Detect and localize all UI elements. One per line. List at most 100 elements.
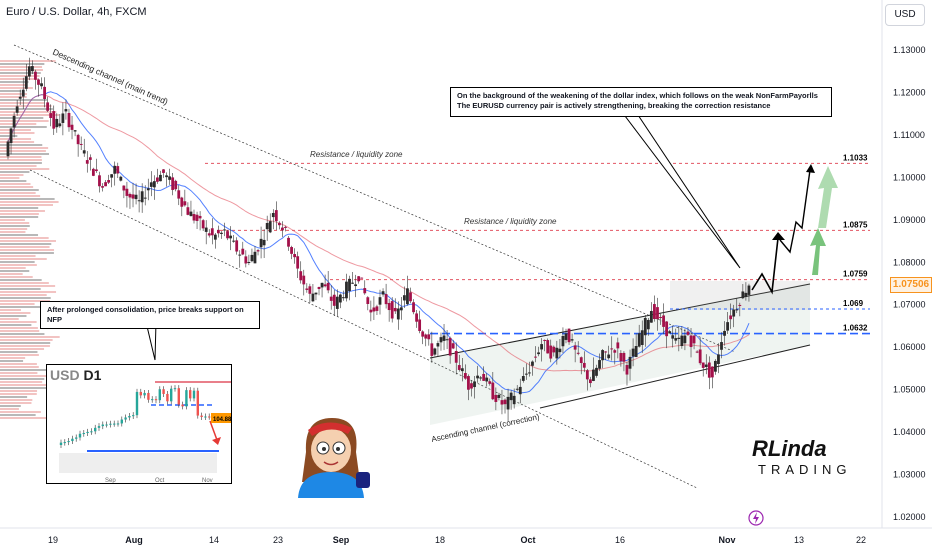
candle (186, 207, 190, 215)
candle (342, 297, 345, 299)
candle (363, 288, 367, 294)
candle (259, 238, 263, 248)
inset-candle (101, 424, 104, 427)
candle (552, 346, 556, 353)
main-callout: On the background of the weakening of th… (450, 87, 832, 117)
candle (198, 215, 202, 219)
price-tick: 1.03000 (893, 470, 926, 480)
volume-profile-bar (0, 372, 38, 374)
candle (585, 370, 589, 380)
volume-profile-bar (0, 282, 49, 284)
candle (674, 338, 678, 341)
volume-profile-bar (0, 360, 24, 362)
candle (482, 373, 486, 381)
candle (174, 180, 178, 190)
price-tick: 1.08000 (893, 257, 926, 267)
candle (61, 113, 65, 123)
candle (168, 176, 172, 180)
candle (564, 333, 568, 340)
volume-profile-bar (0, 333, 45, 335)
candle (82, 150, 86, 154)
candle (76, 134, 80, 145)
svg-text:Sep: Sep (105, 478, 116, 483)
price-levels: 1.1033 1.0875 1.0759 1.069 1.0632 (205, 153, 870, 335)
usd-d1-inset: USD D1 104.88 Sep Oct Nov (46, 364, 232, 484)
candle (415, 313, 418, 322)
volume-profile-bar (0, 321, 37, 323)
candle (37, 79, 40, 85)
volume-profile-bar (0, 387, 55, 389)
candle (34, 71, 37, 80)
currency-button[interactable]: USD (885, 4, 925, 26)
candle (24, 76, 28, 89)
candle (488, 381, 492, 384)
candle (421, 331, 425, 337)
candle (494, 394, 498, 402)
volume-profile-bar (0, 330, 40, 332)
candle (406, 288, 409, 305)
candle (500, 400, 504, 405)
candle (686, 331, 690, 335)
candle (698, 349, 702, 364)
candle (357, 276, 361, 282)
candle (643, 317, 647, 336)
volume-profile-bar (0, 327, 38, 329)
candle (70, 124, 74, 130)
candle (741, 291, 745, 299)
candle (710, 366, 714, 378)
volume-profile-bar (0, 288, 41, 290)
candle (232, 240, 236, 242)
candle (326, 282, 330, 291)
inset-candle (67, 441, 70, 443)
candle (250, 254, 254, 262)
time-axis[interactable]: 19 Aug 14 23 Sep 18 Oct 16 Nov 13 22 (48, 535, 866, 545)
inset-symbol: USD (50, 367, 80, 383)
volume-profile-bar (0, 180, 27, 182)
moving-averages (7, 91, 750, 394)
candle (717, 354, 720, 365)
inset-candle (135, 391, 139, 416)
candle (573, 345, 577, 350)
volume-profile-bar (0, 141, 35, 143)
candle (146, 188, 150, 191)
volume-profile-bar (0, 246, 50, 248)
volume-profile-bar (0, 345, 50, 347)
candle (662, 315, 665, 327)
candle (387, 302, 391, 311)
price-axis[interactable]: 1.13000 1.12000 1.11000 1.10000 1.09000 1.080… (893, 45, 926, 522)
price-tick: 1.12000 (893, 87, 926, 97)
candle (491, 382, 495, 400)
candle (396, 308, 400, 320)
inset-chart: 104.88 Sep Oct Nov (59, 381, 231, 483)
candle (375, 306, 379, 311)
inset-candle (59, 442, 63, 445)
lightning-icon[interactable] (748, 510, 764, 526)
candle (162, 169, 165, 173)
candle (704, 364, 708, 368)
inset-candle (116, 423, 120, 425)
candle (549, 345, 553, 359)
candle (229, 235, 232, 239)
inset-candle (189, 390, 192, 399)
candle (619, 353, 623, 362)
candle (622, 352, 626, 362)
volume-profile-bar (0, 348, 45, 350)
inset-candle (170, 388, 173, 402)
projection-arrow (751, 237, 779, 295)
volume-profile-bar (0, 192, 36, 194)
candle (470, 383, 473, 389)
candle (308, 286, 312, 294)
candle (335, 296, 339, 309)
candle (592, 369, 595, 381)
moving-average-line (7, 91, 750, 394)
candle (152, 181, 156, 188)
candle (119, 176, 123, 181)
candle (299, 271, 303, 281)
volume-profile-bar (0, 222, 30, 224)
inset-candle (208, 416, 211, 418)
candle (454, 350, 458, 363)
candle (534, 356, 537, 358)
inset-candle (63, 442, 66, 444)
green-arrow-1 (810, 228, 826, 275)
